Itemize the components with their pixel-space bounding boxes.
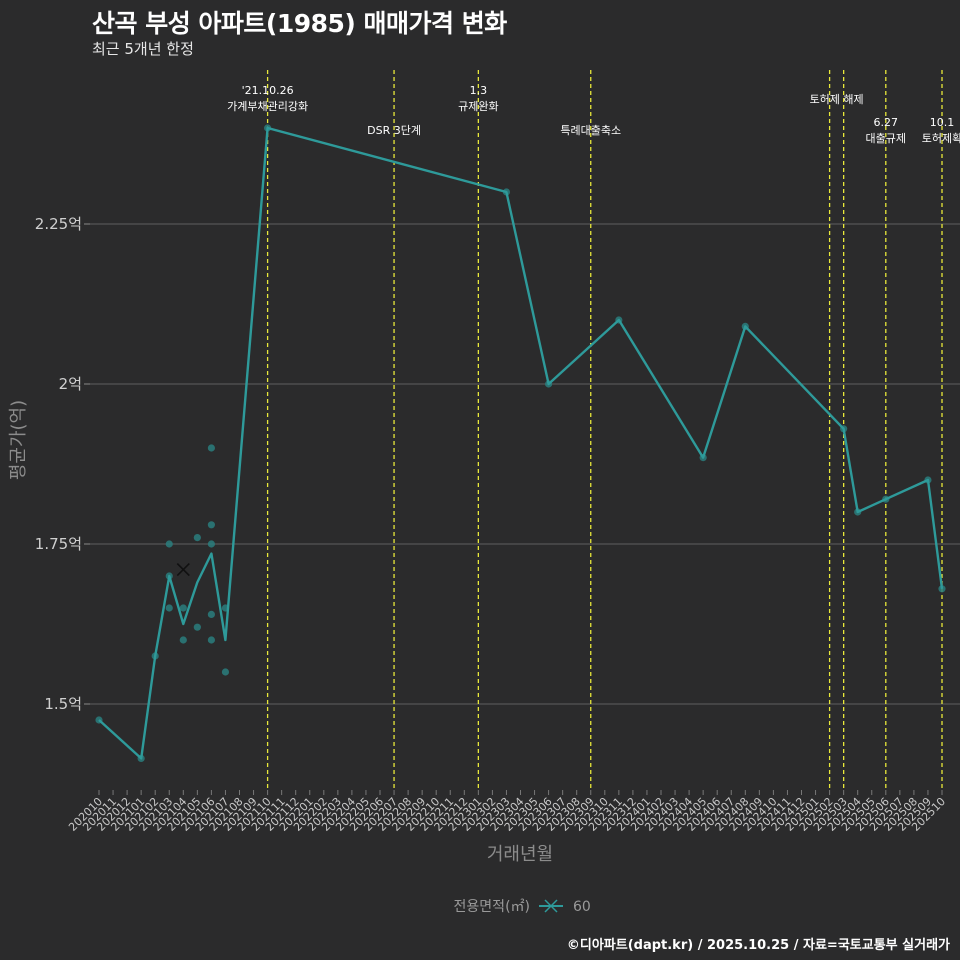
source-caption: ©디아파트(dapt.kr) / 2025.10.25 / 자료=국토교통부 실… <box>566 938 950 953</box>
policy-annotation: 규제완화 <box>458 100 498 113</box>
legend-title: 전용면적(㎡) <box>454 899 530 915</box>
y-axis-title: 평균가(억) <box>8 400 29 480</box>
x-axis-ticks: 2020102020112020122021012021022021032021… <box>66 790 948 834</box>
x-axis-title: 거래년월 <box>487 844 553 865</box>
data-point <box>207 540 215 548</box>
series-layer <box>95 124 946 763</box>
legend-key-icon <box>539 899 563 913</box>
legend-entry-60: 60 <box>573 899 591 915</box>
data-point <box>207 610 215 619</box>
policy-annotation: 1.3 <box>470 84 488 97</box>
policy-annotation: 가계부채관리강화 <box>227 100 308 113</box>
policy-annotation: DSR 3단계 <box>367 124 421 137</box>
data-point <box>193 534 201 542</box>
series-line-60 <box>98 126 944 760</box>
data-point <box>938 585 946 593</box>
data-point <box>207 636 215 644</box>
data-point <box>207 444 215 452</box>
policy-annotation: 토허제 해제 <box>810 92 864 106</box>
y-axis-ticks: 1.5억 1.75억 2억 2.25억 <box>35 215 90 713</box>
policy-annotation: '21.10.26 <box>242 84 294 97</box>
data-point <box>179 636 187 644</box>
policy-annotation: 토허제확 <box>922 132 960 145</box>
y-tick-label: 1.75억 <box>35 535 82 553</box>
policy-annotation: 10.1 <box>930 116 955 129</box>
grid-layer <box>90 223 960 705</box>
chart-title: 산곡 부성 아파트(1985) 매매가격 변화 <box>92 9 507 38</box>
legend: 전용면적(㎡) 60 <box>454 899 591 915</box>
policy-annotation: 특례대출축소 <box>560 124 621 137</box>
data-point <box>179 604 187 612</box>
y-tick-label: 2.25억 <box>35 215 82 233</box>
policy-annotation: 6.27 <box>874 116 899 129</box>
data-point <box>165 604 173 612</box>
data-point <box>207 521 215 529</box>
data-point <box>221 668 230 676</box>
y-tick-label: 2억 <box>59 375 82 393</box>
y-tick-label: 1.5억 <box>44 695 82 713</box>
data-point <box>165 540 173 548</box>
chart-subtitle: 최근 5개년 한정 <box>92 40 194 58</box>
highlight-marker <box>176 563 190 577</box>
data-point <box>193 623 201 631</box>
policy-annotation: 대출규제 <box>866 132 906 145</box>
